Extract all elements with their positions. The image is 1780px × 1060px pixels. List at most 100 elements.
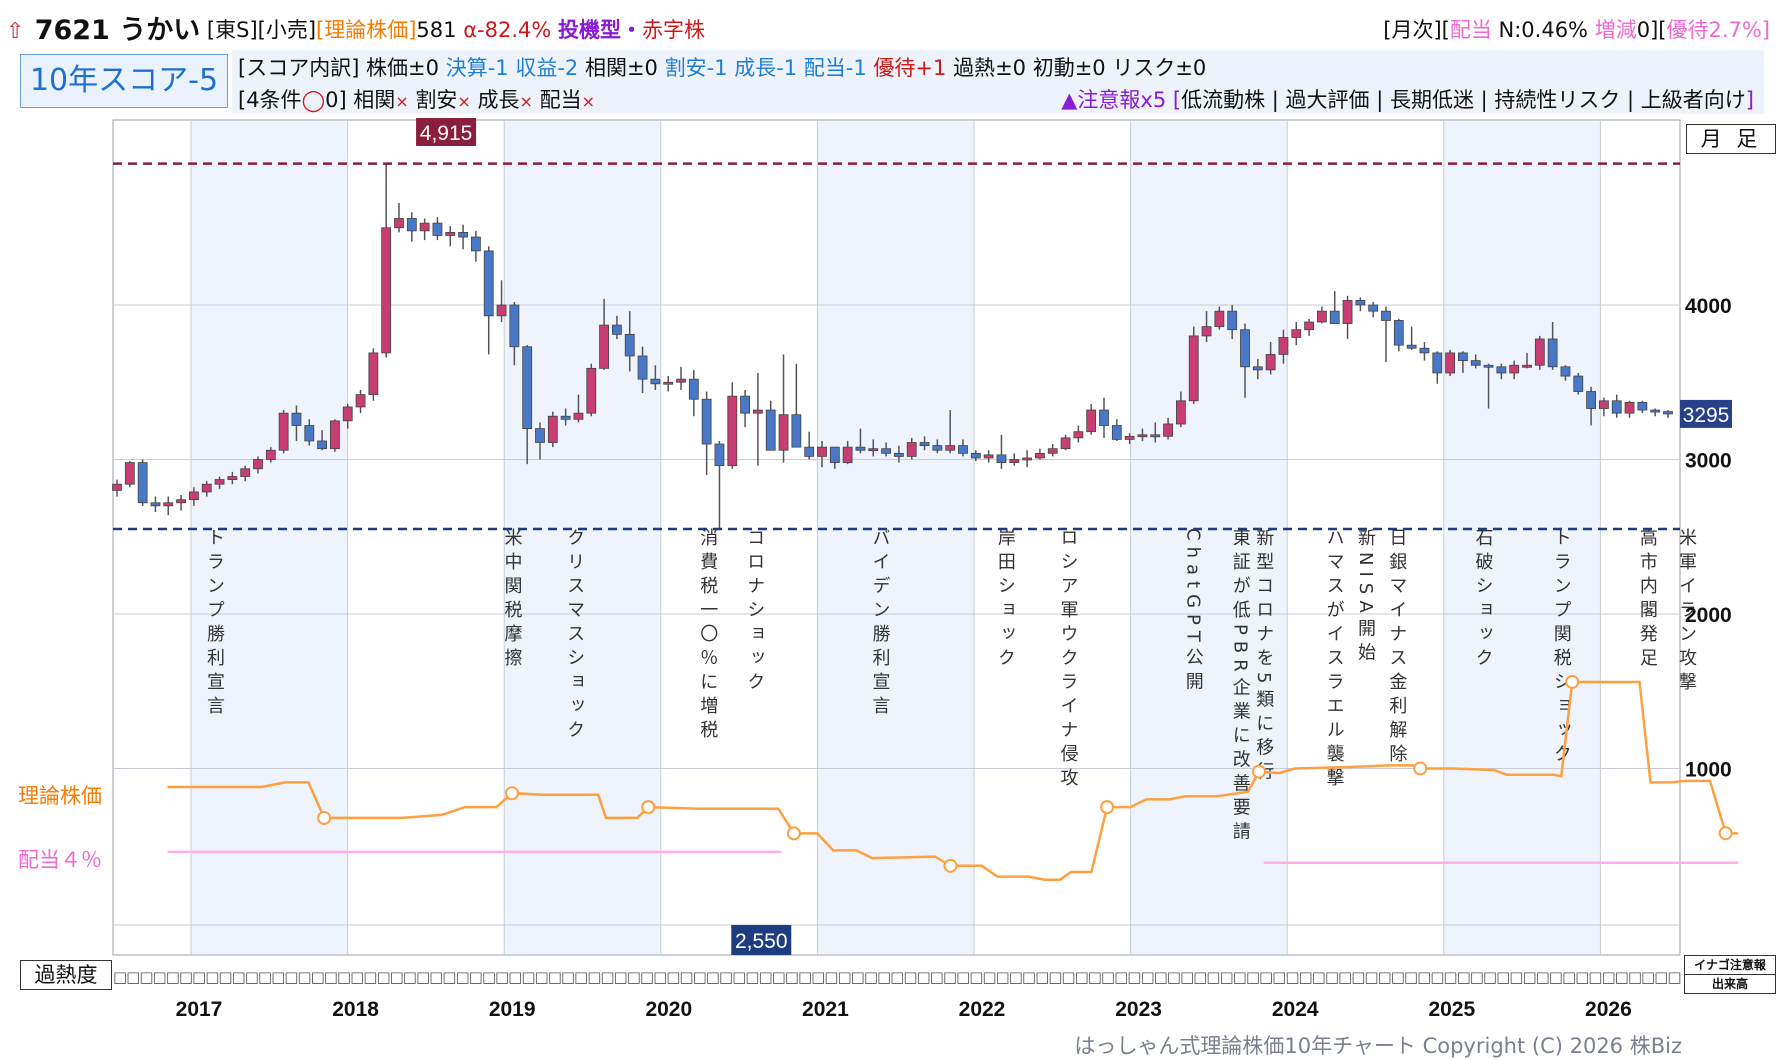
candle-body	[458, 231, 468, 238]
score-breakdown-bar	[232, 50, 1764, 84]
candle-body	[1599, 400, 1609, 409]
x-tick-label: 2024	[1272, 998, 1319, 1021]
candle-body	[406, 218, 417, 232]
candle-body	[983, 454, 994, 459]
theory-marker	[1413, 761, 1428, 776]
candle-body	[829, 446, 840, 463]
candle-body	[1214, 310, 1225, 328]
event-label: 石破ショック	[1472, 528, 1493, 672]
theory-marker	[1565, 674, 1580, 689]
year-band	[817, 121, 974, 954]
conditions-part: 配当	[532, 88, 582, 112]
event-label: 日銀マイナス金利解除	[1386, 528, 1407, 768]
dividend-value: N:0.46%	[1491, 18, 1595, 42]
candle-body	[1150, 434, 1161, 438]
candle-body	[919, 442, 930, 446]
candle-body	[1304, 321, 1314, 331]
dividend-line-label: 配当４％	[18, 848, 102, 872]
yutai-value: 優待2.7%]	[1666, 18, 1770, 42]
candle-body	[419, 222, 430, 232]
breakdown-part: 過熱±0 初動±0 リスク±0	[946, 56, 1207, 80]
breakdown-part: 優待+1	[866, 56, 947, 80]
candle-body	[894, 452, 904, 457]
candle-body	[1496, 366, 1507, 374]
candle-body	[650, 378, 661, 385]
candle-body	[1317, 310, 1327, 323]
candle-body	[855, 446, 866, 451]
candle-body	[1573, 375, 1584, 392]
candle-body	[1176, 400, 1186, 425]
current-price-box	[1680, 399, 1732, 428]
candle-body	[1509, 364, 1520, 374]
candle-body	[1124, 435, 1135, 440]
candle-body	[278, 412, 289, 451]
event-label: ロシア軍ウクライナ侵攻	[1057, 528, 1078, 792]
candle-body	[817, 446, 827, 457]
candle-body	[791, 414, 802, 448]
candle-body	[214, 479, 225, 485]
low-label-box	[731, 925, 792, 955]
candle-body	[1240, 329, 1250, 368]
ten-year-score: 10年スコア-5	[20, 54, 228, 108]
candle-body	[1201, 326, 1212, 337]
theory-line-label: 理論株価	[18, 784, 102, 808]
x-tick-label: 2026	[1585, 998, 1632, 1021]
candle-body	[586, 367, 597, 414]
event-label: 消費税一〇％に増税	[697, 528, 718, 744]
candle-body	[1022, 457, 1032, 461]
candle-body	[265, 449, 276, 460]
dividend-summary-prefix: [月次][	[1383, 18, 1450, 42]
candle-body	[1445, 352, 1455, 374]
candle-body	[547, 415, 558, 443]
candle-body	[227, 476, 238, 480]
score-breakdown: [スコア内訳] 株価±0 決算-1 収益-2 相関±0 割安-1 成長-1 配当…	[238, 52, 1206, 82]
event-label: ChatGPT公開	[1183, 528, 1204, 696]
change-label: 増減	[1594, 18, 1637, 42]
candle-body	[740, 395, 750, 414]
candle-body	[124, 462, 135, 485]
y-tick-label: 2000	[1685, 604, 1732, 627]
candle-body	[330, 420, 340, 450]
candle-body	[1586, 391, 1596, 409]
event-label: 新型コロナを5類に移行	[1253, 528, 1274, 786]
candle-body	[1560, 366, 1571, 377]
theory-marker	[1252, 764, 1267, 779]
cross-icon: ×	[395, 92, 409, 111]
candle-body	[163, 502, 174, 507]
candle-body	[1342, 299, 1353, 324]
candle-body	[201, 483, 212, 493]
candle-body	[1163, 423, 1173, 437]
event-label: 米中関税摩擦	[502, 528, 523, 672]
candle-body	[1111, 425, 1122, 440]
candle-body	[1611, 400, 1622, 414]
candle-body	[496, 304, 507, 317]
candle-body	[1534, 338, 1545, 366]
candle-body	[189, 491, 199, 501]
candle-body	[637, 355, 648, 380]
cross-icon: ×	[581, 92, 595, 111]
candle-body	[1419, 347, 1430, 354]
y-tick-label: 1000	[1685, 759, 1732, 782]
market-tags: [東S][小売]	[206, 18, 317, 42]
candle-body	[996, 454, 1007, 463]
candle-body	[445, 231, 456, 236]
event-label: トランプ勝利宣言	[204, 528, 225, 720]
candle-body	[1458, 352, 1468, 362]
x-tick-label: 2025	[1428, 998, 1475, 1021]
candle-body	[291, 412, 302, 426]
caution-bracket: ]	[1745, 88, 1754, 112]
candle-body	[1663, 411, 1673, 415]
theory-price-value: 581	[416, 18, 457, 42]
candle-body	[1047, 448, 1058, 454]
high-label: 4,915	[420, 122, 473, 145]
candle-body	[765, 409, 776, 451]
event-label: クリスマスショック	[564, 528, 585, 744]
overheat-label: 過熱度	[20, 960, 112, 990]
event-label: 東証が低PBR企業に改善要請	[1230, 528, 1251, 846]
breakdown-part: 割安-1 成長-1 配当-1	[664, 56, 867, 80]
circle-icon: ◯	[301, 88, 326, 112]
candle-body	[368, 352, 379, 396]
candle-body	[1252, 366, 1263, 371]
candle-body	[1650, 409, 1661, 413]
x-tick-label: 2017	[176, 998, 223, 1021]
